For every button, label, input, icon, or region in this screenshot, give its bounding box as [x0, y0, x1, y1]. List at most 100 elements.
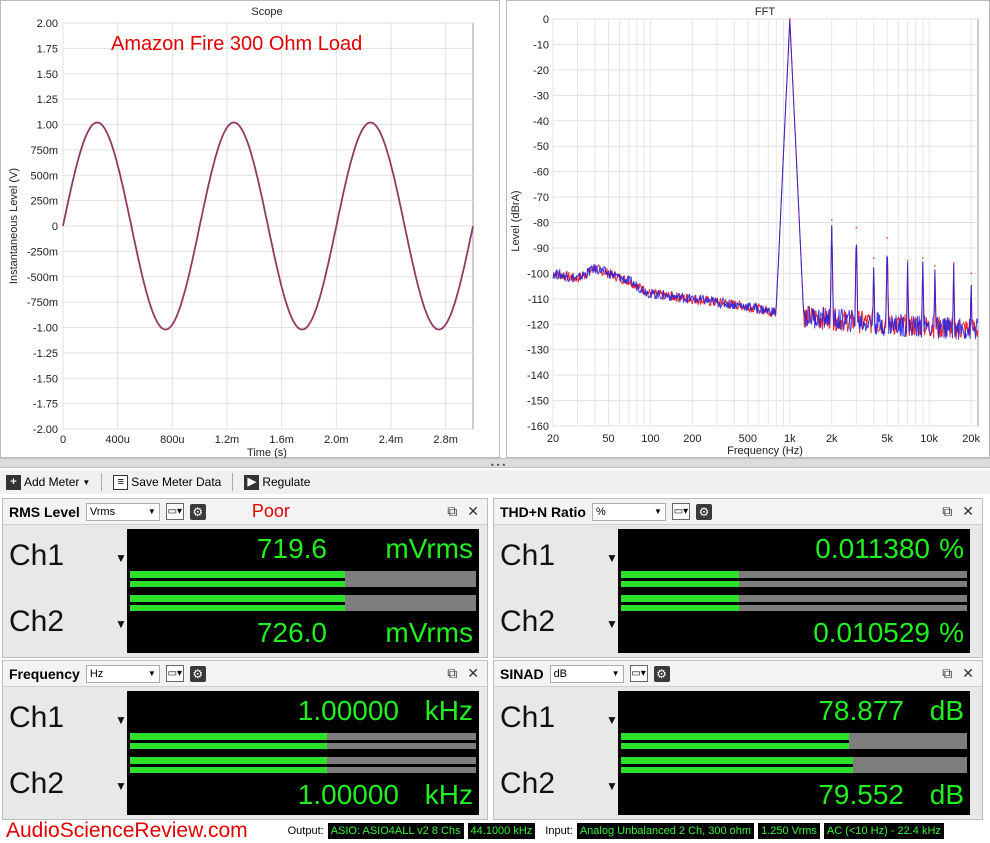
chart-title: FFT [755, 6, 775, 18]
channel-dropdown-icon[interactable]: ▼ [606, 779, 618, 793]
fft-peak-point [922, 257, 924, 259]
scope-chart[interactable]: Scope2.001.751.501.251.00750m500m250m0-2… [1, 1, 501, 459]
unit-select[interactable]: dB ▼ [549, 664, 624, 683]
y-tick-label: -60 [533, 167, 549, 179]
fft-peak-point [952, 262, 955, 265]
fft-peak-point [789, 18, 791, 20]
y-tick-label: -110 [528, 294, 549, 306]
output-sample-rate[interactable]: 44.1000 kHz [467, 822, 536, 839]
splitter-grip-icon[interactable]: ••• [490, 461, 508, 470]
fft-graph-panel[interactable]: FFT 0 -10 -20 -30 -40 -50 -60 -70 -80 -90 -100 -110 -… [506, 0, 990, 458]
channel-row-ch2: Ch2 ▼ 0.010529 % [494, 591, 982, 657]
fft-peak-point [886, 236, 889, 239]
fft-trace-ch2 [552, 19, 979, 340]
y-tick-label: -150 [527, 396, 549, 408]
popout-icon[interactable]: ⧉ [447, 503, 458, 519]
readout-display: 1.00000 kHz [127, 753, 479, 815]
fft-chart[interactable]: FFT 0 -10 -20 -30 -40 -50 -60 -70 -80 -90 -100 -110 -… [507, 1, 990, 459]
fft-peak-point [934, 264, 936, 267]
close-icon[interactable]: ✕ [467, 503, 479, 519]
panel-splitter[interactable]: ••• [0, 458, 990, 470]
y-tick-label: 250m [30, 196, 58, 208]
meter-title: SINAD [500, 665, 544, 682]
y-tick-label: 1.75 [37, 43, 58, 55]
meter-toolbar: + Add Meter ▼ ≡ Save Meter Data ▶ Regula… [0, 470, 990, 494]
y-tick-label: 750m [30, 145, 58, 157]
y-tick-label: 1.25 [37, 94, 58, 106]
channel-dropdown-icon[interactable]: ▼ [115, 779, 127, 793]
y-tick-label: -750m [27, 297, 58, 309]
unit-select-value: Vrms [89, 505, 116, 518]
channel-row-ch1: Ch1 ▼ 0.011380 % [494, 525, 982, 591]
y-tick-label: -10 [533, 39, 549, 51]
gear-icon[interactable]: ⚙ [653, 665, 670, 682]
popout-icon[interactable]: ⧉ [942, 503, 953, 519]
close-icon[interactable]: ✕ [962, 503, 974, 519]
graph-options-icon[interactable]: ▭▾ [165, 503, 184, 520]
sinad-meter: SINAD dB ▼ ▭▾ ⚙ ⧉ ✕ Ch1 ▼ 78.877 dB Ch2 ▼ … [493, 660, 983, 820]
meter-header: THD+N Ratio % ▼ ▭▾ ⚙ ⧉ ✕ [494, 499, 982, 525]
channel-dropdown-icon[interactable]: ▼ [606, 713, 618, 727]
output-device[interactable]: ASIO: ASIO4ALL v2 8 Chs [327, 822, 464, 839]
y-tick-label: -500m [27, 272, 58, 284]
channel-row-ch1: Ch1 ▼ 719.6 mVrms [3, 525, 487, 591]
graph-options-icon[interactable]: ▭▾ [671, 503, 690, 520]
readout-value: 79.552 [818, 779, 904, 810]
y-tick-label: -30 [533, 90, 549, 102]
channel-row-ch2: Ch2 ▼ 79.552 dB [494, 753, 982, 819]
x-tick-label: 500 [739, 433, 757, 445]
channel-row-ch2: Ch2 ▼ 1.00000 kHz [3, 753, 487, 819]
unit-select[interactable]: Vrms ▼ [85, 502, 160, 521]
level-bar [130, 757, 476, 773]
fft-peak-point [872, 257, 875, 259]
y-axis-label: Instantaneous Level (V) [8, 168, 20, 284]
chart-title: Scope [251, 6, 282, 18]
level-bar [621, 595, 967, 611]
close-icon[interactable]: ✕ [962, 665, 974, 681]
meter-title: RMS Level [9, 503, 80, 520]
unit-select[interactable]: Hz ▼ [85, 664, 160, 683]
scope-graph-panel[interactable]: Scope 2.00 1.75 1.50 1.25 1.00 750m 500m 250m 0 -2… [0, 0, 501, 459]
gear-icon[interactable]: ⚙ [695, 503, 712, 520]
add-meter-button[interactable]: + Add Meter ▼ [3, 474, 93, 491]
regulate-button[interactable]: ▶ Regulate [241, 474, 313, 491]
y-tick-label: -70 [533, 192, 549, 204]
input-coupling[interactable]: AC (<10 Hz) - 22.4 kHz [823, 822, 944, 839]
fft-peak-point [855, 226, 858, 229]
y-tick-label: -80 [533, 218, 549, 230]
readout-unit: dB [929, 695, 964, 726]
channel-label: Ch2 [500, 605, 556, 638]
status-bar: AudioScienceReview.com Output: ASIO: ASI… [0, 818, 990, 842]
x-tick-label: 5k [881, 433, 893, 445]
chevron-down-icon: ▼ [611, 669, 620, 678]
save-meter-data-button[interactable]: ≡ Save Meter Data [110, 474, 224, 491]
popout-icon[interactable]: ⧉ [942, 665, 953, 681]
graph-options-icon[interactable]: ▭▾ [629, 665, 648, 682]
x-tick-label: 2.4m [379, 434, 403, 446]
gear-icon[interactable]: ⚙ [189, 503, 206, 520]
y-tick-label: -2.00 [33, 424, 58, 436]
channel-dropdown-icon[interactable]: ▼ [115, 551, 127, 565]
y-tick-label: -20 [533, 65, 549, 77]
popout-icon[interactable]: ⧉ [447, 665, 458, 681]
brand-watermark: AudioScienceReview.com [6, 818, 248, 842]
input-level[interactable]: 1.250 Vrms [758, 822, 820, 839]
channel-dropdown-icon[interactable]: ▼ [606, 551, 618, 565]
unit-select-value: % [595, 505, 606, 518]
channel-dropdown-icon[interactable]: ▼ [115, 713, 127, 727]
close-icon[interactable]: ✕ [467, 665, 479, 681]
unit-select[interactable]: % ▼ [591, 502, 666, 521]
y-tick-label: -130 [527, 345, 549, 357]
scope-trace-ch2 [62, 121, 474, 331]
channel-dropdown-icon[interactable]: ▼ [606, 617, 618, 631]
channel-dropdown-icon[interactable]: ▼ [115, 617, 127, 631]
y-tick-label: 500m [30, 170, 58, 182]
level-bar-marker [621, 764, 853, 767]
channel-row-ch1: Ch1 ▼ 1.00000 kHz [3, 687, 487, 753]
x-tick-label: 1.6m [269, 434, 293, 446]
readout-display: 78.877 dB [618, 691, 970, 753]
input-device[interactable]: Analog Unbalanced 2 Ch, 300 ohm [576, 822, 755, 839]
rating-label: Poor [251, 501, 290, 521]
gear-icon[interactable]: ⚙ [189, 665, 206, 682]
graph-options-icon[interactable]: ▭▾ [165, 665, 184, 682]
